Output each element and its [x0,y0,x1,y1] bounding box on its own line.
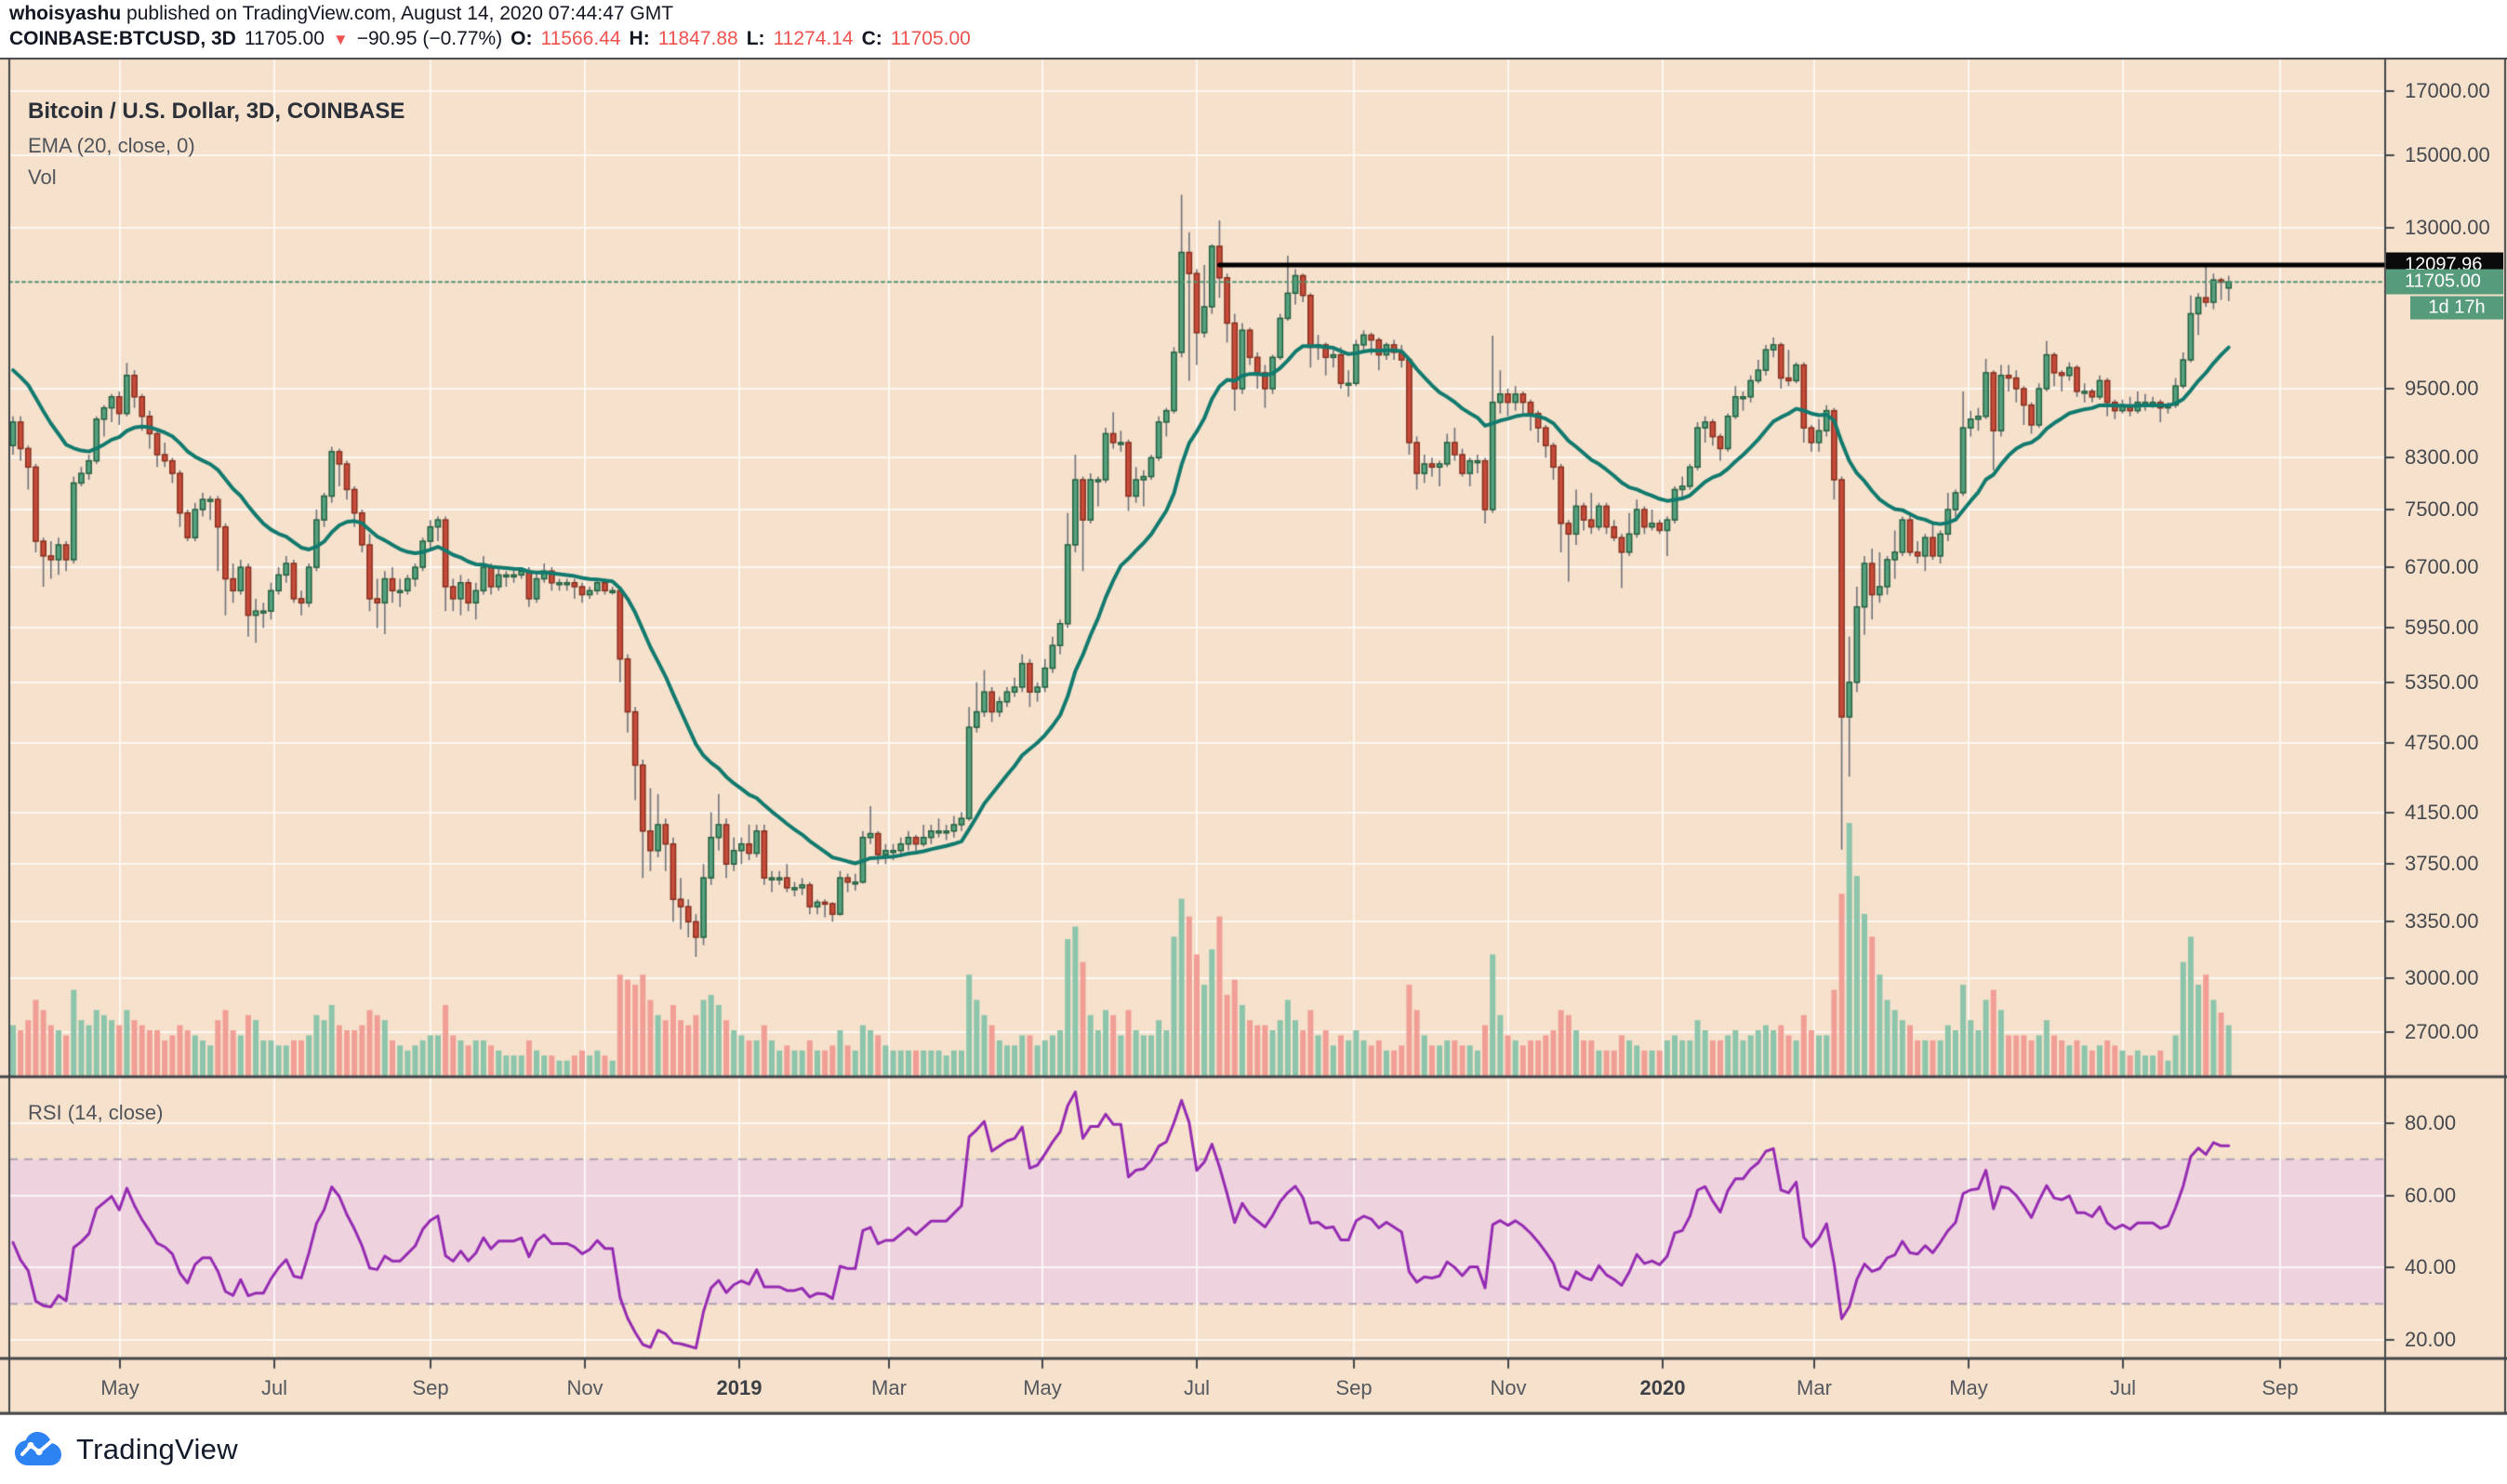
high-key: H: [629,28,650,49]
publication-line: whoisyashu published on TradingView.com,… [9,3,673,25]
symbol-name[interactable]: COINBASE:BTCUSD, 3D [9,28,236,49]
close-key: C: [861,28,882,49]
price-down-icon: ▼ [332,31,349,48]
price-change: −90.95 (−0.77%) [356,28,503,49]
snapshot-header: whoisyashu published on TradingView.com,… [0,0,2507,58]
last-price: 11705.00 [244,28,325,49]
high-value: 11847.88 [657,28,738,49]
tradingview-logo-icon[interactable] [12,1432,64,1467]
publisher-name: whoisyashu [9,3,122,24]
chart-area: Bitcoin / U.S. Dollar, 3D, COINBASE EMA … [0,58,2507,1415]
open-key: O: [511,28,533,49]
close-value: 11705.00 [890,28,971,49]
price-chart-canvas[interactable] [0,58,2507,1415]
open-value: 11566.44 [540,28,621,49]
snapshot-footer: TradingView [0,1415,2507,1484]
brand-name[interactable]: TradingView [76,1433,238,1465]
low-key: L: [746,28,765,49]
publication-info: published on TradingView.com, August 14,… [121,3,674,24]
symbol-info-bar: COINBASE:BTCUSD, 3D 11705.00 ▼ −90.95 (−… [9,28,971,50]
low-value: 11274.14 [773,28,854,49]
